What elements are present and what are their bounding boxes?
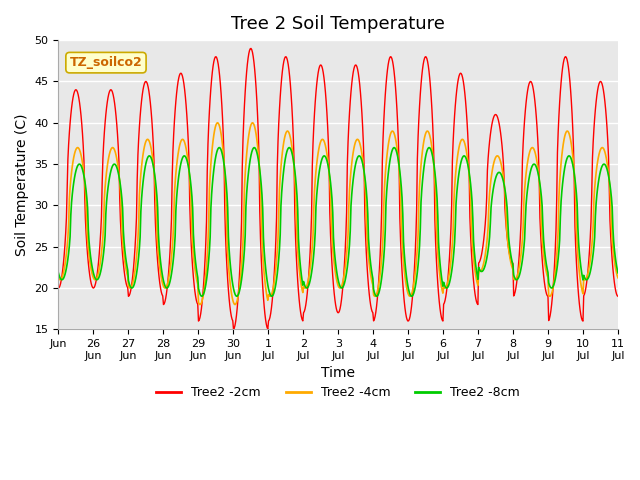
Tree2 -8cm bbox=[251, 145, 259, 151]
Tree2 -2cm bbox=[120, 267, 128, 273]
Tree2 -2cm bbox=[230, 326, 237, 332]
Tree2 -2cm bbox=[397, 255, 405, 261]
Tree2 -4cm bbox=[248, 120, 256, 126]
Tree2 -8cm bbox=[396, 169, 404, 175]
Tree2 -2cm bbox=[273, 164, 281, 169]
Tree2 -8cm bbox=[54, 270, 62, 276]
Text: TZ_soilco2: TZ_soilco2 bbox=[70, 56, 142, 69]
Tree2 -2cm bbox=[252, 85, 260, 91]
Tree2 -8cm bbox=[429, 154, 436, 159]
Tree2 -2cm bbox=[247, 46, 255, 51]
Y-axis label: Soil Temperature (C): Soil Temperature (C) bbox=[15, 113, 29, 256]
X-axis label: Time: Time bbox=[321, 366, 355, 380]
Tree2 -4cm bbox=[252, 132, 260, 137]
Tree2 -8cm bbox=[614, 270, 622, 276]
Tree2 -8cm bbox=[223, 191, 231, 197]
Tree2 -2cm bbox=[429, 122, 436, 128]
Tree2 -8cm bbox=[425, 144, 433, 150]
Tree2 -8cm bbox=[272, 281, 280, 287]
Tree2 -8cm bbox=[408, 293, 415, 299]
Title: Tree 2 Soil Temperature: Tree 2 Soil Temperature bbox=[231, 15, 445, 33]
Tree2 -4cm bbox=[223, 236, 231, 242]
Tree2 -8cm bbox=[120, 239, 128, 245]
Tree2 -4cm bbox=[614, 275, 622, 281]
Tree2 -4cm bbox=[54, 275, 62, 281]
Tree2 -4cm bbox=[429, 151, 436, 157]
Line: Tree2 -4cm: Tree2 -4cm bbox=[58, 123, 618, 305]
Tree2 -2cm bbox=[614, 293, 622, 299]
Tree2 -2cm bbox=[223, 264, 231, 270]
Tree2 -4cm bbox=[231, 302, 239, 308]
Line: Tree2 -8cm: Tree2 -8cm bbox=[58, 147, 618, 296]
Legend: Tree2 -2cm, Tree2 -4cm, Tree2 -8cm: Tree2 -2cm, Tree2 -4cm, Tree2 -8cm bbox=[151, 381, 525, 404]
Line: Tree2 -2cm: Tree2 -2cm bbox=[58, 48, 618, 329]
Tree2 -4cm bbox=[120, 252, 128, 258]
Tree2 -2cm bbox=[54, 285, 62, 291]
Tree2 -4cm bbox=[397, 220, 405, 226]
Tree2 -4cm bbox=[273, 248, 281, 253]
